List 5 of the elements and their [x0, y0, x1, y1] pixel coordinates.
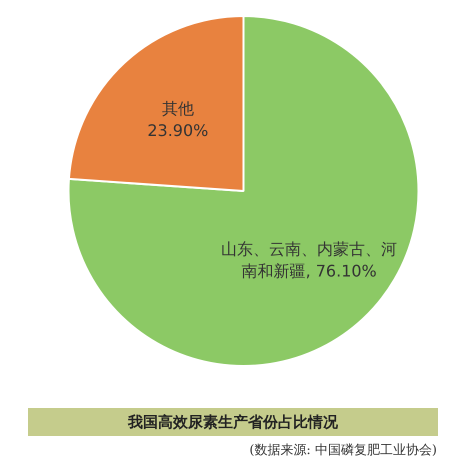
- text: 我国高效尿素生产省份占比情况: [28, 408, 438, 436]
- text: (数据来源: 中国磷复肥工业协会): [249, 442, 437, 460]
- slice-label: 其他: [162, 98, 194, 118]
- data-label: 23.90%: [147, 120, 208, 140]
- slice-label: 山东、云南、内蒙古、河南和新疆, 76.10%: [221, 240, 398, 281]
